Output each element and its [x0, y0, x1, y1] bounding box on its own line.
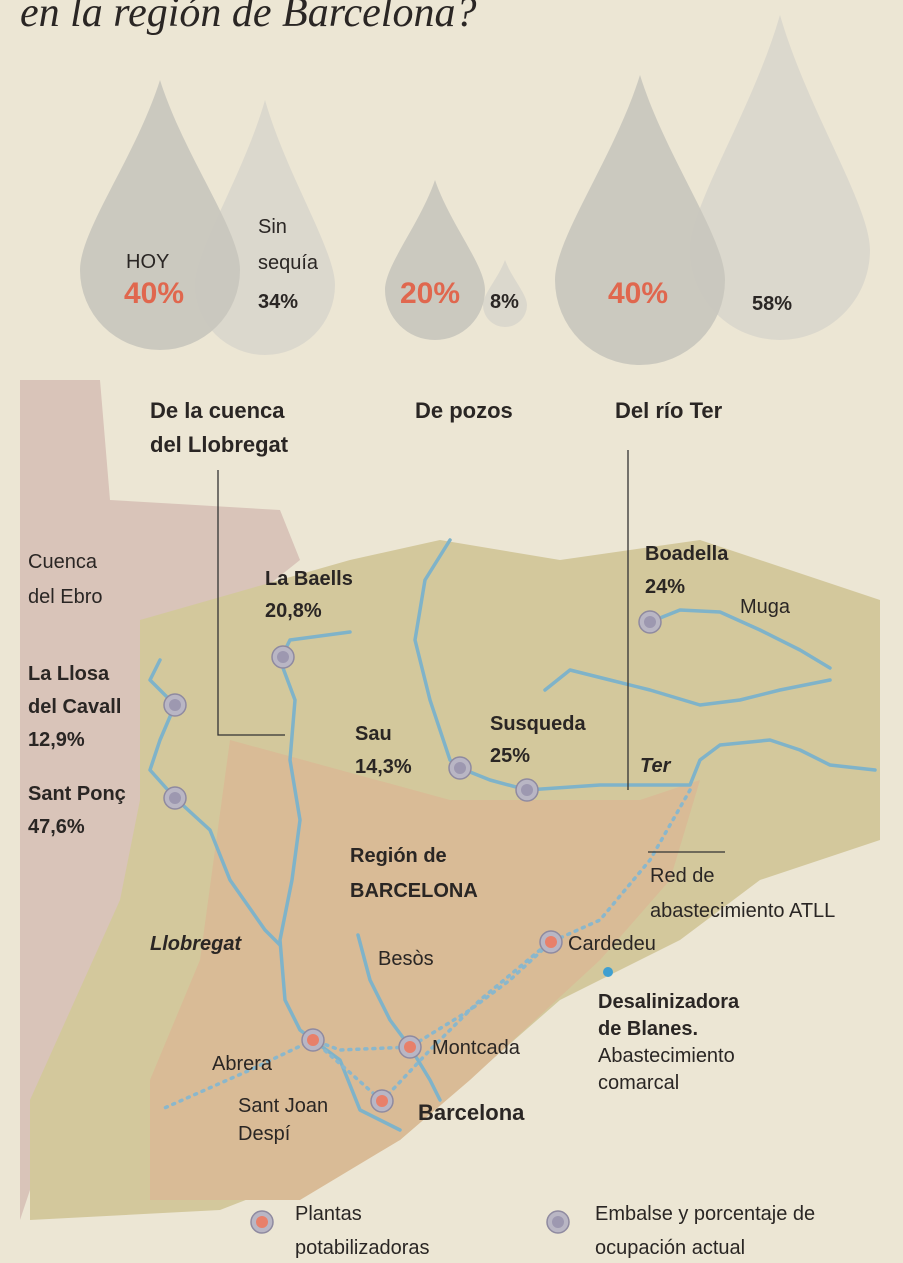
- river-label: Ter: [640, 755, 672, 777]
- reservoir-occupancy: 25%: [490, 745, 530, 767]
- river-label: Muga: [740, 596, 791, 618]
- drop-caption: HOY: [126, 251, 169, 273]
- desalination-note: comarcal: [598, 1072, 679, 1094]
- river-ter: [413, 538, 877, 792]
- desalination-marker: [603, 967, 613, 977]
- legend-label: potabilizadoras: [295, 1237, 430, 1259]
- reservoir-occupancy: 47,6%: [28, 816, 85, 838]
- drop-value: 8%: [490, 291, 519, 313]
- drop-value: 34%: [258, 291, 298, 313]
- source-label: De la cuenca: [150, 398, 285, 423]
- barcelona-region: [150, 740, 700, 1200]
- drop-value: 20%: [400, 277, 460, 310]
- title: en la región de Barcelona?: [20, 0, 476, 36]
- river-fluvia: [543, 668, 832, 707]
- marker-core: [256, 1216, 268, 1228]
- reservoir-name: La Llosa: [28, 663, 110, 685]
- network-label: Red de: [650, 865, 715, 887]
- marker-core: [169, 792, 181, 804]
- reservoir-name: Boadella: [645, 543, 729, 565]
- marker-core: [169, 699, 181, 711]
- plant-name: Sant Joan: [238, 1095, 328, 1117]
- river-label: Besòs: [378, 948, 434, 970]
- reservoir-name: Susqueda: [490, 713, 586, 735]
- source-label: Del río Ter: [615, 398, 723, 423]
- reservoir-occupancy: 24%: [645, 576, 685, 598]
- reservoir-name: La Baells: [265, 568, 353, 590]
- marker-core: [307, 1034, 319, 1046]
- region-label: BARCELONA: [350, 880, 478, 902]
- drop: [690, 15, 870, 340]
- river-label: Llobregat: [150, 933, 242, 955]
- marker-core: [644, 616, 656, 628]
- drop: [483, 260, 527, 327]
- legend-label: Plantas: [295, 1203, 362, 1225]
- region-label: Región de: [350, 845, 447, 867]
- reservoir-name: Sau: [355, 723, 392, 745]
- river-muga: [648, 608, 832, 670]
- marker-core: [545, 936, 557, 948]
- drop: [385, 180, 485, 340]
- plant-name: Despí: [238, 1123, 291, 1145]
- plant-name: Barcelona: [418, 1100, 525, 1125]
- leader-line: [217, 470, 285, 736]
- marker-core: [521, 784, 533, 796]
- legend-label: ocupación actual: [595, 1237, 745, 1259]
- marker-core: [454, 762, 466, 774]
- network-label: abastecimiento ATLL: [650, 900, 835, 922]
- legend-label: Embalse y porcentaje de: [595, 1203, 815, 1225]
- region-label: Cuenca: [28, 551, 98, 573]
- marker-core: [404, 1041, 416, 1053]
- source-label: del Llobregat: [150, 432, 289, 457]
- reservoir-name: Sant Ponç: [28, 783, 126, 805]
- plant-name: Cardedeu: [568, 933, 656, 955]
- region-label: del Ebro: [28, 586, 103, 608]
- drop-caption: sequía: [258, 252, 319, 274]
- desalination-name: de Blanes.: [598, 1018, 698, 1040]
- marker-core: [277, 651, 289, 663]
- river-besos: [356, 933, 442, 1102]
- reservoir-occupancy: 12,9%: [28, 729, 85, 751]
- source-label: De pozos: [415, 398, 513, 423]
- marker-core: [376, 1095, 388, 1107]
- drop: [80, 80, 240, 350]
- atll-network: [311, 948, 542, 1103]
- desalination-note: Abastecimiento: [598, 1045, 735, 1067]
- drops: [80, 15, 870, 365]
- desalination-name: Desalinizadora: [598, 991, 740, 1013]
- plant-name: Abrera: [212, 1053, 273, 1075]
- river-cardener: [148, 658, 282, 947]
- drop-value: 40%: [608, 277, 668, 310]
- plant-name: Montcada: [432, 1037, 521, 1059]
- atll-network: [158, 788, 692, 1112]
- drop-caption: Sin: [258, 216, 287, 238]
- reservoir-occupancy: 14,3%: [355, 756, 412, 778]
- reservoir-name: del Cavall: [28, 696, 121, 718]
- markers: [163, 610, 662, 1234]
- marker-core: [552, 1216, 564, 1228]
- drop-value: 58%: [752, 293, 792, 315]
- labels: en la región de Barcelona? HOY 40% Sin sequí…: [20, 0, 835, 1259]
- drop: [555, 75, 725, 365]
- reservoir-occupancy: 20,8%: [265, 600, 322, 622]
- drop-value: 40%: [124, 277, 184, 310]
